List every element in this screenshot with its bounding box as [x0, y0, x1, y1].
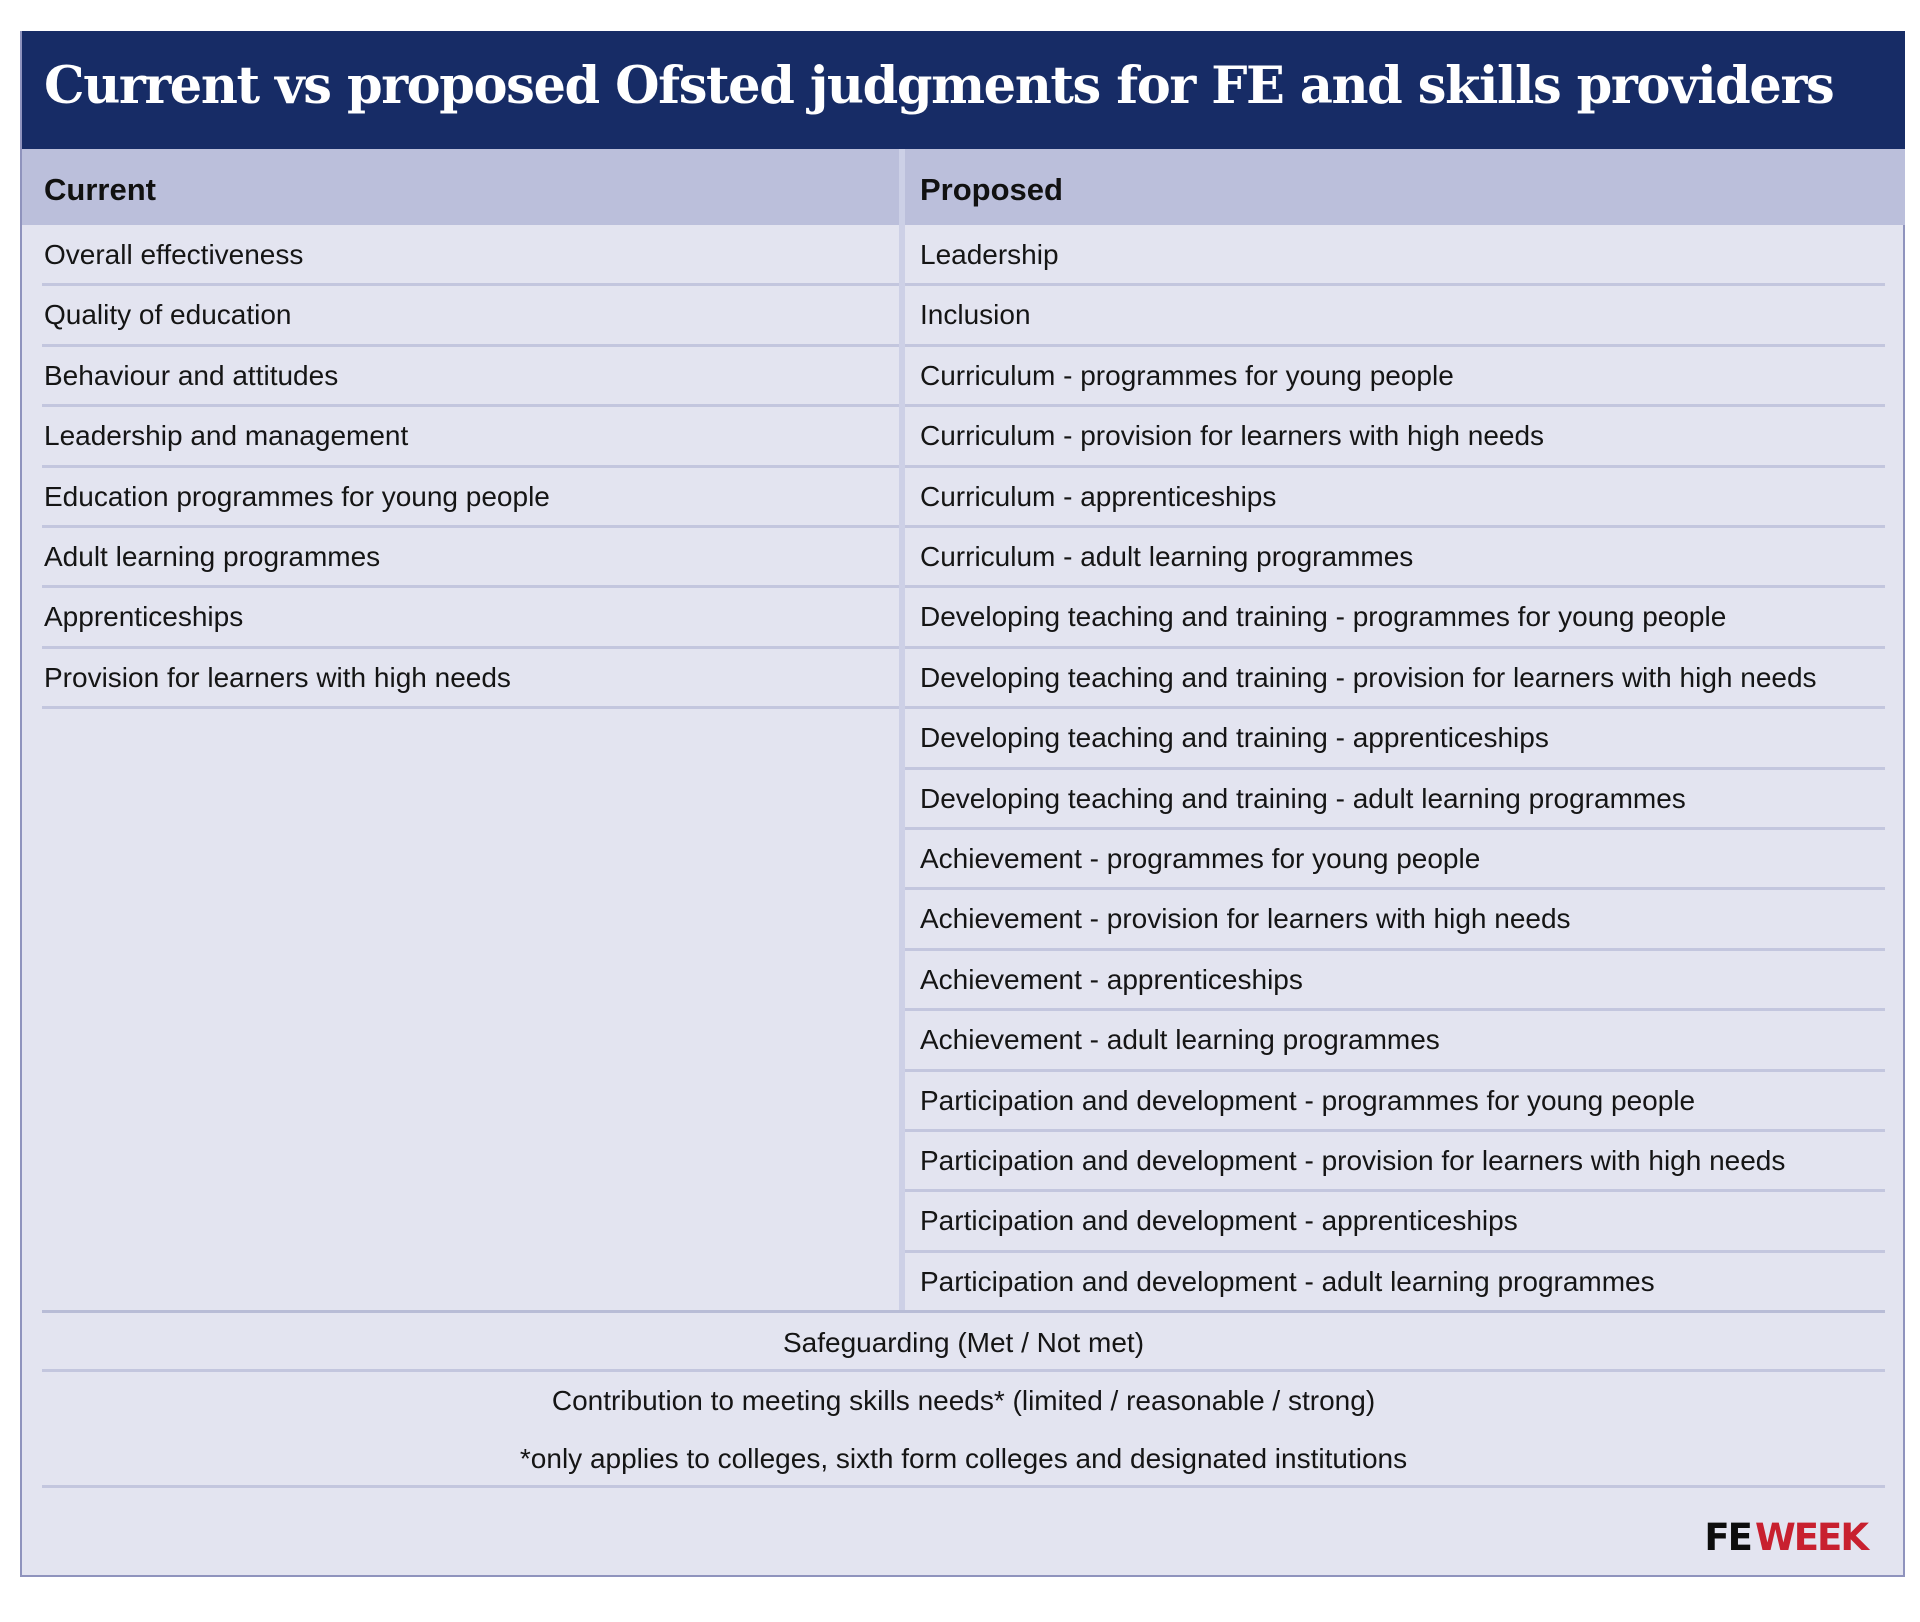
- row-divider: [905, 947, 1885, 951]
- proposed-item: Leadership: [920, 239, 1059, 270]
- row-divider: [905, 343, 1885, 347]
- footnote-rule: [42, 1485, 1885, 1488]
- row-divider: [905, 1008, 1885, 1012]
- current-item: Leadership and management: [44, 420, 409, 452]
- proposed-item: Curriculum - apprenticeships: [920, 480, 1277, 512]
- row-divider: [42, 525, 899, 528]
- proposed-item: Achievement - provision for learners wit…: [920, 903, 1571, 935]
- proposed-item: Participation and development - programm…: [920, 1084, 1696, 1116]
- row-divider: [905, 645, 1885, 649]
- current-item: Overall effectiveness: [44, 239, 304, 270]
- feweek-logo: FE WEEK: [1704, 1515, 1869, 1561]
- row-divider: [42, 343, 899, 347]
- row-divider: [905, 283, 1885, 287]
- proposed-item: Developing teaching and training - adult…: [920, 782, 1686, 814]
- row-divider: [905, 827, 1885, 830]
- logo-fe: FE: [1704, 1516, 1753, 1559]
- proposed-item: Achievement - apprenticeships: [920, 963, 1303, 995]
- row-divider: [42, 464, 899, 468]
- row-divider: [905, 1068, 1885, 1072]
- current-item: Behaviour and attitudes: [44, 359, 339, 391]
- row-divider: [42, 283, 899, 287]
- proposed-item: Developing teaching and training - provi…: [920, 661, 1817, 693]
- title-banner: Current vs proposed Ofsted judgments for…: [22, 31, 1905, 149]
- row-divider: [905, 464, 1885, 468]
- proposed-item: Participation and development - apprenti…: [920, 1205, 1518, 1237]
- proposed-item: Participation and development - adult le…: [920, 1265, 1655, 1297]
- proposed-item: Curriculum - provision for learners with…: [920, 420, 1545, 452]
- row-divider: [42, 404, 899, 408]
- row-divider: [905, 887, 1885, 891]
- row-divider: [905, 1249, 1885, 1253]
- row-divider: [905, 1129, 1885, 1132]
- footnote: *only applies to colleges, sixth form co…: [519, 1443, 1408, 1474]
- proposed-item: Developing teaching and training - progr…: [920, 601, 1727, 633]
- contribution-row: Contribution to meeting skills needs* (l…: [551, 1385, 1376, 1416]
- current-item: Adult learning programmes: [44, 541, 381, 572]
- row-divider: [905, 706, 1885, 710]
- table-header-row: [22, 149, 1905, 225]
- proposed-item: Curriculum - programmes for young people: [920, 359, 1454, 391]
- current-item: Provision for learners with high needs: [44, 661, 511, 693]
- row-divider: [42, 585, 899, 589]
- current-item: Quality of education: [44, 299, 292, 331]
- column-divider: [899, 225, 905, 1310]
- table-bottom-rule: [42, 1310, 1885, 1313]
- column-header-proposed: Proposed: [920, 172, 1063, 207]
- row-divider: [42, 706, 899, 710]
- safeguarding-row: Safeguarding (Met / Not met): [782, 1327, 1145, 1358]
- column-divider-header: [899, 149, 905, 225]
- row-divider: [905, 766, 1885, 770]
- proposed-item: Curriculum - adult learning programmes: [920, 541, 1414, 572]
- row-divider: [905, 585, 1885, 589]
- row-divider: [905, 525, 1885, 528]
- current-item: Apprenticeships: [44, 601, 244, 633]
- logo-week: WEEK: [1754, 1516, 1869, 1559]
- judgments-table-card: Current vs proposed Ofsted judgments for…: [20, 31, 1905, 1577]
- proposed-item: Inclusion: [920, 299, 1031, 331]
- column-header-current: Current: [44, 172, 156, 207]
- row-divider: [42, 645, 899, 649]
- proposed-item: Achievement - adult learning programmes: [920, 1024, 1440, 1056]
- page-title: Current vs proposed Ofsted judgments for…: [44, 56, 1835, 116]
- safeguarding-rule: [42, 1369, 1885, 1372]
- proposed-item: Developing teaching and training - appre…: [920, 722, 1549, 754]
- current-item: Education programmes for young people: [44, 480, 550, 512]
- row-divider: [905, 404, 1885, 408]
- row-divider: [905, 1189, 1885, 1193]
- proposed-item: Participation and development - provisio…: [920, 1145, 1786, 1176]
- proposed-item: Achievement - programmes for young peopl…: [920, 843, 1481, 874]
